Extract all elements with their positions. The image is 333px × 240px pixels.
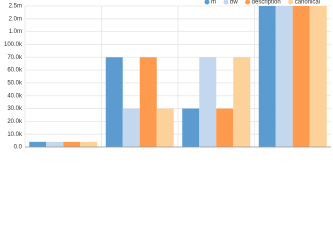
legend-label: bw: [230, 0, 238, 6]
legend-swatch: [288, 0, 294, 5]
y-tick-label: 10.0k: [7, 132, 23, 138]
bar: [258, 6, 276, 147]
y-tick-label: 70.0k: [7, 55, 23, 61]
legend-label: description: [252, 0, 281, 6]
y-tick-label: 100.0k: [4, 42, 23, 48]
legend-label: m: [211, 0, 216, 6]
bar: [46, 141, 64, 147]
y-tick-label: 60.0k: [7, 68, 23, 74]
bar: [292, 6, 310, 147]
y-tick-label: 2.0m: [9, 16, 22, 22]
bar: [275, 6, 293, 147]
bar: [29, 141, 47, 147]
bar: [105, 57, 123, 147]
bar: [156, 108, 174, 147]
bar: [139, 57, 157, 147]
y-tick-label: 0.0: [14, 145, 23, 151]
bar: [63, 141, 81, 147]
legend-swatch: [245, 0, 251, 5]
legend-swatch: [204, 0, 210, 5]
y-tick-label: 30.0k: [7, 106, 23, 112]
bar: [309, 6, 327, 147]
bar: [80, 141, 98, 147]
bar: [122, 108, 140, 147]
y-tick-label: 2.5m: [9, 4, 22, 10]
legend-swatch: [223, 0, 229, 5]
chart: 0.0 10.0k 20.0k 30.0k 40.0k 50.0k 60.0k 70.0k 10…: [4, 0, 331, 151]
bar: [216, 108, 234, 147]
y-tick-label: 50.0k: [7, 80, 23, 86]
bar: [182, 108, 200, 147]
y-tick-label: 20.0k: [7, 119, 23, 125]
y-tick-label: 40.0k: [7, 93, 23, 99]
y-tick-label: 1.0m: [9, 29, 22, 35]
bar: [199, 57, 217, 147]
bar: [233, 57, 251, 147]
legend-label: canonical: [295, 0, 320, 6]
